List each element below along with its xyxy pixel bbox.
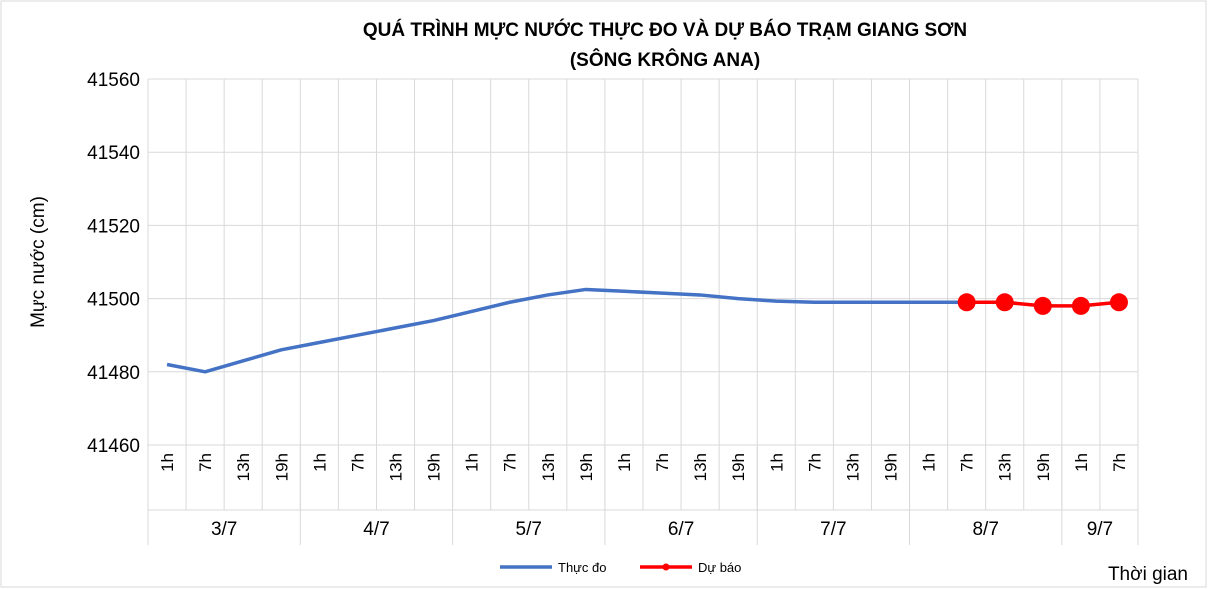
data-point	[1109, 293, 1128, 312]
x-tick-label: 7h	[501, 453, 520, 472]
x-axis-title: Thời gian	[1108, 564, 1188, 585]
legend-label: Dự báo	[698, 560, 741, 575]
legend-marker	[662, 563, 670, 571]
y-tick-label: 41480	[87, 363, 140, 384]
x-group-label: 7/7	[820, 519, 846, 540]
x-tick-label: 13h	[843, 453, 862, 481]
y-axis-title: Mực nước (cm)	[28, 196, 49, 328]
chart-title: QUÁ TRÌNH MỰC NƯỚC THỰC ĐO VÀ DỰ BÁO TRẠ…	[363, 19, 967, 41]
data-point	[1033, 296, 1052, 315]
x-tick-label: 13h	[387, 453, 406, 481]
y-tick-label: 41560	[87, 70, 140, 91]
y-tick-label: 41520	[87, 216, 140, 237]
x-tick-label: 19h	[272, 453, 291, 481]
x-group-label: 4/7	[363, 519, 389, 540]
x-tick-label: 7h	[1110, 453, 1129, 472]
x-tick-label: 1h	[158, 453, 177, 472]
x-group-label: 3/7	[211, 519, 237, 540]
x-group-label: 5/7	[516, 519, 542, 540]
x-tick-label: 1h	[767, 453, 786, 472]
series-line	[166, 287, 967, 374]
x-tick-label: 13h	[996, 453, 1015, 481]
data-point	[1071, 296, 1090, 315]
x-tick-label: 7h	[653, 453, 672, 472]
x-tick-label: 19h	[1034, 453, 1053, 481]
x-group-label: 6/7	[668, 519, 694, 540]
x-tick-label: 19h	[577, 453, 596, 481]
x-tick-label: 7h	[348, 453, 367, 472]
x-group-label: 8/7	[972, 519, 998, 540]
y-tick-label: 41540	[87, 143, 140, 164]
x-tick-label: 1h	[463, 453, 482, 472]
x-tick-label: 13h	[539, 453, 558, 481]
legend-label: Thực đo	[558, 560, 606, 575]
x-tick-label: 19h	[425, 453, 444, 481]
x-group-label: 9/7	[1087, 519, 1113, 540]
x-tick-label: 7h	[805, 453, 824, 472]
y-tick-label: 41500	[87, 290, 140, 311]
x-tick-label: 19h	[729, 453, 748, 481]
chart-subtitle: (SÔNG KRÔNG ANA)	[570, 49, 760, 71]
data-point	[957, 293, 976, 312]
x-tick-label: 1h	[1072, 453, 1091, 472]
x-tick-label: 7h	[196, 453, 215, 472]
x-tick-label: 1h	[920, 453, 939, 472]
x-tick-label: 19h	[882, 453, 901, 481]
x-tick-label: 1h	[310, 453, 329, 472]
x-tick-label: 7h	[958, 453, 977, 472]
data-point	[995, 293, 1014, 312]
x-tick-label: 1h	[615, 453, 634, 472]
y-tick-label: 41460	[87, 436, 140, 457]
x-tick-label: 13h	[691, 453, 710, 481]
x-tick-label: 13h	[234, 453, 253, 481]
